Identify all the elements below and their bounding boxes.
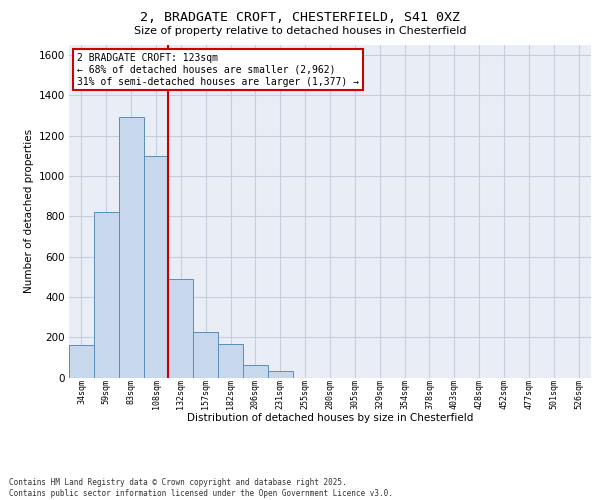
Bar <box>193 332 218 378</box>
Bar <box>169 279 193 378</box>
Text: Size of property relative to detached houses in Chesterfield: Size of property relative to detached ho… <box>134 26 466 36</box>
Bar <box>218 344 243 378</box>
Bar <box>69 346 94 378</box>
Y-axis label: Number of detached properties: Number of detached properties <box>25 129 34 294</box>
Text: 2, BRADGATE CROFT, CHESTERFIELD, S41 0XZ: 2, BRADGATE CROFT, CHESTERFIELD, S41 0XZ <box>140 11 460 24</box>
Text: 2 BRADGATE CROFT: 123sqm
← 68% of detached houses are smaller (2,962)
31% of sem: 2 BRADGATE CROFT: 123sqm ← 68% of detach… <box>77 54 359 86</box>
Bar <box>268 372 293 378</box>
Bar <box>243 366 268 378</box>
Bar <box>94 212 119 378</box>
Text: Contains HM Land Registry data © Crown copyright and database right 2025.
Contai: Contains HM Land Registry data © Crown c… <box>9 478 393 498</box>
Bar <box>143 156 169 378</box>
X-axis label: Distribution of detached houses by size in Chesterfield: Distribution of detached houses by size … <box>187 413 473 423</box>
Bar <box>119 116 143 378</box>
